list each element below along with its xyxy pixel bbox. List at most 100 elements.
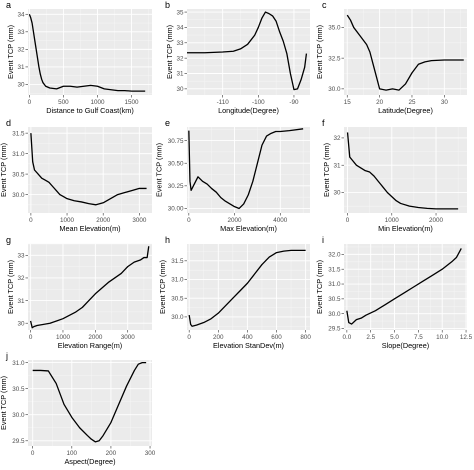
- panel-tag-label: j: [5, 351, 8, 361]
- y-tick-label: 30.25: [168, 183, 184, 190]
- x-tick-label: 0: [31, 450, 35, 457]
- panel-tag-label: c: [322, 0, 327, 10]
- y-tick-label: 32: [333, 135, 341, 142]
- x-tick-label: 0: [29, 217, 33, 224]
- y-tick-label: 30.00: [168, 206, 184, 213]
- panel-background: [344, 127, 467, 213]
- y-tick-label: 30.5: [12, 171, 25, 178]
- x-axis-title: Mean Elevation(m): [59, 224, 120, 233]
- y-tick-label: 32.0: [328, 252, 341, 259]
- grid: [28, 360, 152, 446]
- x-tick-label: 200: [213, 334, 224, 341]
- y-tick-label: 30: [17, 82, 25, 89]
- x-tick-label: 1000: [385, 217, 400, 224]
- y-tick-label: 30.0: [328, 311, 341, 318]
- x-tick-label: 600: [271, 334, 282, 341]
- series-line-a: [28, 14, 146, 92]
- panel-tag-label: f: [322, 118, 325, 128]
- y-tick-label: 30.0: [12, 412, 25, 419]
- x-tick-label: 15: [344, 99, 352, 106]
- panel-background: [344, 9, 467, 95]
- y-tick-label: 31.0: [12, 151, 25, 158]
- y-tick-label: 31: [333, 162, 341, 169]
- y-tick-label: 30: [176, 86, 184, 93]
- x-axis-title: Max Elevation(m): [220, 224, 277, 233]
- y-tick-label: 29.5: [328, 326, 341, 333]
- x-tick-label: 30: [441, 99, 449, 106]
- y-tick-label: 32: [176, 55, 184, 62]
- y-tick-label: 31.5: [171, 258, 184, 265]
- x-tick-label: -110: [217, 99, 230, 106]
- x-tick-label: 2000: [429, 217, 444, 224]
- y-tick-label: 31.5: [328, 266, 341, 273]
- panel-background: [28, 360, 152, 446]
- x-tick-label: 200: [106, 450, 117, 457]
- series-line-c: [346, 14, 464, 91]
- x-tick-label: 1000: [90, 99, 105, 106]
- x-tick-label: 0: [187, 217, 191, 224]
- panel-j: 0 100 200 300 29.5 30.0 30.5 31.0 Aspect(Degree)…: [0, 351, 156, 466]
- x-axis-title: Aspect(Degree): [64, 457, 115, 466]
- x-tick-label: 300: [145, 450, 156, 457]
- panel-e: 0 2000 4000 30.00 30.25 30.50 30.75 Max Elevati…: [155, 118, 310, 233]
- y-tick-label: 35: [176, 9, 184, 16]
- x-tick-label: 10.0: [436, 334, 449, 341]
- grid: [344, 244, 467, 330]
- y-tick-label: 35.0: [328, 25, 341, 32]
- y-tick-label: 29.5: [12, 438, 25, 445]
- panel-tag-label: d: [6, 118, 11, 128]
- y-tick-label: 31.0: [12, 360, 25, 367]
- x-tick-label: 2000: [88, 334, 103, 341]
- y-tick-label: 30.0: [12, 192, 25, 199]
- y-tick-label: 31: [17, 298, 25, 305]
- x-tick-label: 0: [346, 217, 350, 224]
- y-tick-label: 32: [17, 47, 25, 54]
- series-line-e: [188, 128, 304, 210]
- y-axis-title: Event TCP (mm): [0, 143, 8, 197]
- x-tick-label: 2.5: [366, 334, 375, 341]
- series-line-d: [30, 133, 147, 206]
- series-line-b: [187, 11, 308, 91]
- grid: [187, 9, 310, 95]
- series-line-h: [188, 249, 306, 327]
- y-axis-title: Event TCP (mm): [322, 143, 331, 197]
- x-axis-title: Latitude(Degree): [378, 106, 433, 115]
- panel-c: 15 20 25 30 30.0 32.5 35.0 Latitude(Degree) Even…: [315, 0, 467, 115]
- x-tick-label: 3000: [121, 334, 136, 341]
- y-axis-title: Event TCP (mm): [155, 143, 164, 197]
- panel-d: 0 1000 2000 3000 30.0 30.5 31.0 31.5 Mean Elevat…: [0, 118, 152, 233]
- x-tick-label: 0: [187, 334, 191, 341]
- panel-h: 0 200 400 600 800 30.0 30.5 31.0 31.5 Elevation S…: [158, 235, 311, 350]
- y-tick-label: 33: [17, 253, 25, 260]
- panel-tag-label: g: [6, 235, 11, 245]
- x-tick-label: 12.5: [460, 334, 473, 341]
- x-tick-label: 5.0: [390, 334, 399, 341]
- y-axis-title: Event TCP (mm): [158, 260, 167, 314]
- x-tick-label: 1500: [125, 99, 140, 106]
- x-tick-label: 7.5: [414, 334, 423, 341]
- x-tick-label: 0.0: [342, 334, 351, 341]
- y-tick-label: 33: [176, 40, 184, 47]
- grid: [344, 127, 467, 213]
- x-axis-title: Elevation StanDev(m): [213, 341, 284, 350]
- x-tick-label: 2000: [228, 217, 243, 224]
- grid: [28, 9, 152, 95]
- x-tick-label: -100: [252, 99, 265, 106]
- x-tick-label: 2000: [96, 217, 111, 224]
- x-axis-title: Distance to Gulf Coast(km): [46, 106, 134, 115]
- panel-b: -110 -100 -90 30 31 32 33 34 35 Longitude(Degree)…: [165, 0, 310, 115]
- y-axis-title: Event TCP (mm): [165, 25, 174, 79]
- panel-background: [187, 9, 310, 95]
- y-tick-label: 30: [333, 190, 341, 197]
- x-tick-label: 400: [242, 334, 253, 341]
- x-tick-label: 0: [29, 334, 33, 341]
- y-tick-label: 34: [17, 11, 25, 18]
- panel-background: [28, 244, 152, 330]
- panel-f: 0 1000 2000 30 31 32 Min Elevation(m) Event TCP…: [322, 118, 467, 233]
- grid: [187, 127, 310, 213]
- y-tick-label: 30.5: [12, 386, 25, 393]
- y-tick-label: 30.5: [328, 296, 341, 303]
- panel-tag-label: e: [165, 118, 170, 128]
- x-axis-title: Slope(Degree): [382, 341, 429, 350]
